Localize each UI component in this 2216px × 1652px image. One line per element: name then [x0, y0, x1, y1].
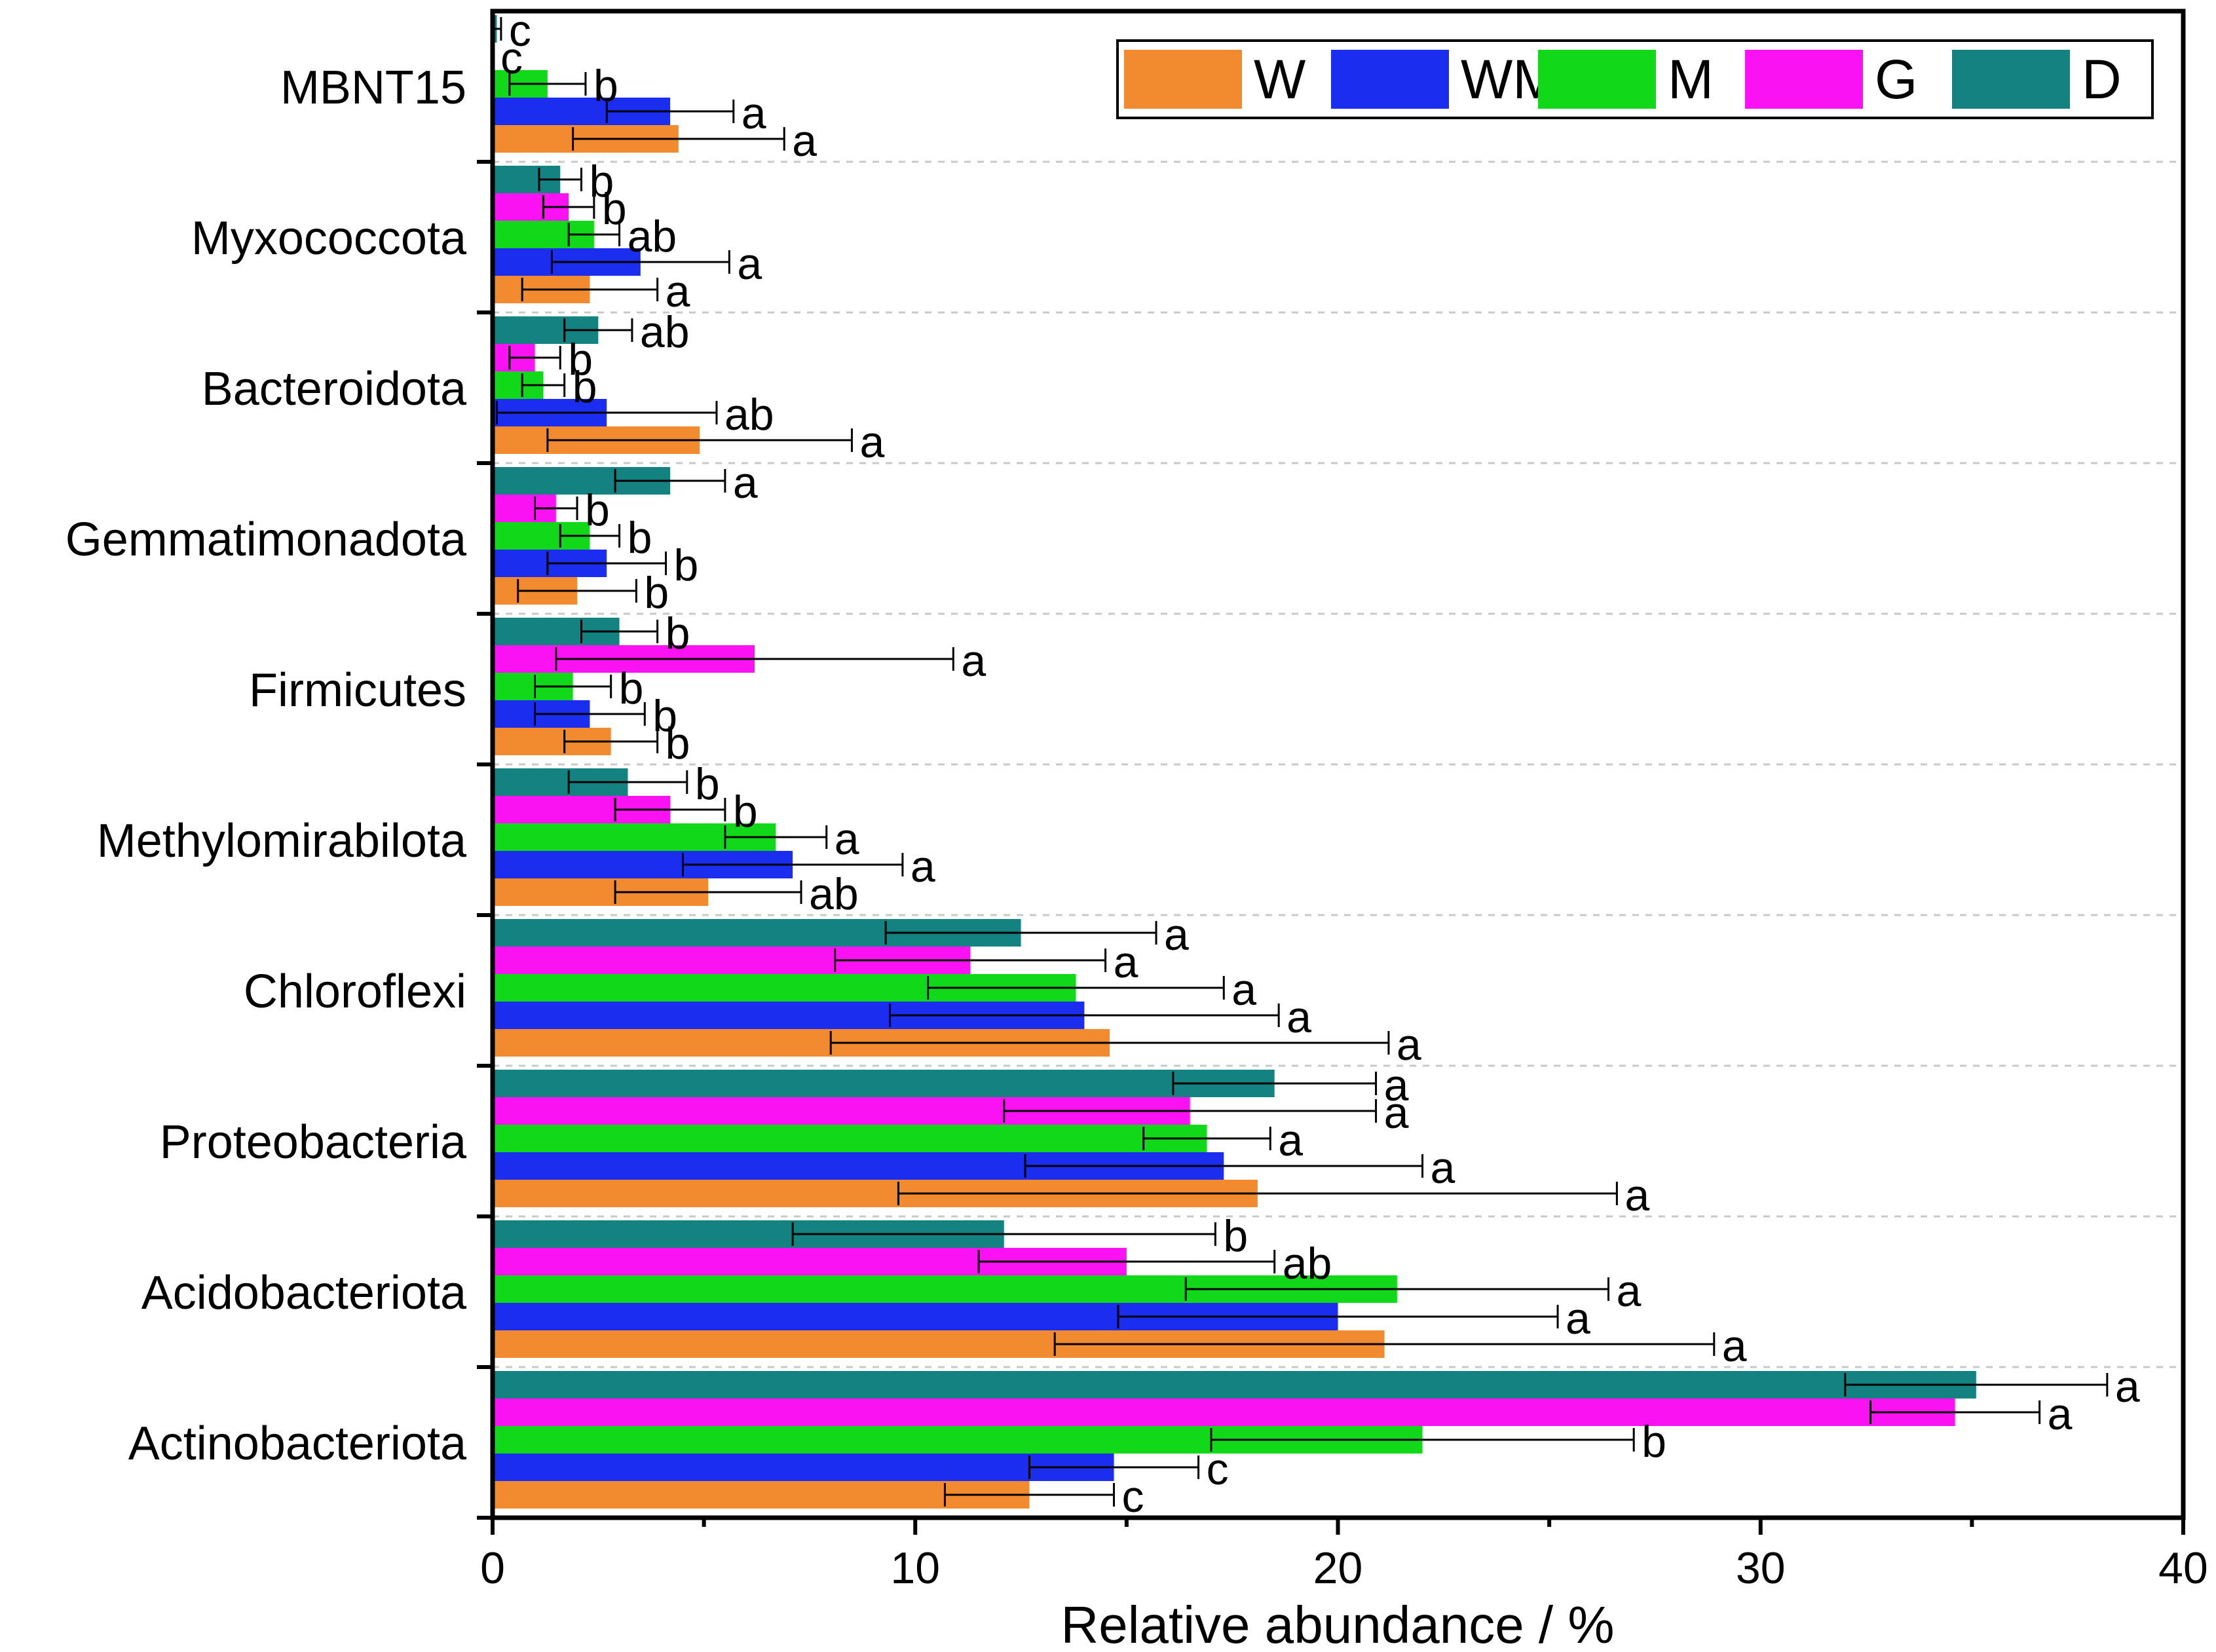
- significance-letter: ab: [809, 869, 859, 919]
- significance-letter: b: [590, 157, 614, 206]
- significance-letter: a: [2048, 1389, 2073, 1439]
- significance-letter: a: [1566, 1294, 1590, 1343]
- significance-letter: b: [1642, 1417, 1666, 1467]
- legend-swatch: [1538, 50, 1656, 109]
- significance-letter: b: [674, 540, 699, 590]
- legend-swatch: [1331, 50, 1449, 109]
- x-tick-label: 30: [1736, 1543, 1786, 1593]
- x-axis-title: Relative abundance / %: [1061, 1596, 1615, 1652]
- bar: [493, 1481, 1030, 1509]
- category-label: Bacteroidota: [202, 363, 467, 415]
- significance-letter: b: [695, 759, 720, 809]
- significance-letter: b: [1223, 1211, 1248, 1261]
- legend-swatch: [1124, 50, 1242, 109]
- significance-letter: a: [911, 842, 935, 892]
- significance-letter: a: [1616, 1266, 1641, 1316]
- category-label: Firmicutes: [249, 664, 466, 717]
- significance-letter: a: [1397, 1020, 1421, 1070]
- significance-letter: ab: [724, 390, 774, 440]
- significance-letter: b: [573, 362, 597, 412]
- significance-letter: b: [602, 184, 627, 234]
- significance-letter: c: [509, 6, 531, 56]
- significance-letter: a: [1114, 937, 1138, 987]
- significance-letter: a: [859, 417, 884, 467]
- significance-letter: b: [628, 513, 652, 563]
- category-label: Gemmatimonadota: [66, 514, 467, 566]
- category-labels: MBNT15 Myxococcota Bacteroidota Gemmatimona…: [66, 62, 467, 1470]
- significance-letter: a: [733, 458, 758, 508]
- category-label: Proteobacteria: [160, 1116, 467, 1169]
- significance-letter: a: [666, 267, 690, 316]
- legend-label: G: [1875, 48, 1917, 110]
- significance-letter: a: [835, 814, 859, 864]
- significance-letter: b: [593, 61, 618, 111]
- significance-letter: a: [2115, 1362, 2140, 1412]
- significance-letter: a: [1164, 910, 1189, 960]
- bar: [493, 1399, 1955, 1426]
- legend-swatch: [1952, 50, 2070, 109]
- legend-label: M: [1668, 48, 1714, 110]
- legend: W WM M G D: [1116, 39, 2154, 119]
- significance-letter: a: [1431, 1143, 1455, 1193]
- significance-letter: b: [644, 568, 669, 618]
- legend-label: D: [2082, 48, 2122, 110]
- bar: [493, 1454, 1114, 1481]
- error-bars: [491, 17, 2109, 1507]
- significance-letter: c: [500, 33, 523, 83]
- axis-ticks: 0 10 20 30 40: [477, 160, 2208, 1593]
- significance-letter: a: [1231, 965, 1256, 1015]
- significance-letter: a: [1384, 1061, 1409, 1110]
- significance-letter: b: [666, 609, 690, 658]
- significance-letter: b: [619, 664, 644, 713]
- significance-letter: a: [1278, 1116, 1303, 1165]
- x-tick-label: 10: [890, 1543, 940, 1593]
- significance-letter: a: [1722, 1321, 1747, 1371]
- x-tick-label: 0: [480, 1543, 505, 1593]
- bar: [493, 1125, 1207, 1152]
- significance-letter: a: [1286, 992, 1311, 1042]
- significance-letter: a: [742, 88, 766, 138]
- significance-letter: b: [666, 719, 690, 768]
- legend-swatch: [1745, 50, 1863, 109]
- category-label: Acidobacteriota: [141, 1267, 467, 1319]
- legend-label: W: [1254, 48, 1305, 110]
- significance-letter: b: [652, 691, 677, 741]
- significance-letter: c: [1207, 1444, 1229, 1494]
- significance-letter: ab: [628, 212, 677, 261]
- significance-letter: ab: [1283, 1239, 1332, 1288]
- x-tick-label: 40: [2158, 1543, 2208, 1593]
- significance-letters: aabccaaabbbaabbbabbbbbabbbababaabbaaaaaa…: [500, 6, 2140, 1522]
- bar: [493, 1070, 1275, 1097]
- category-label: MBNT15: [280, 62, 466, 114]
- category-label: Methylomirabilota: [97, 815, 467, 867]
- significance-letter: a: [1624, 1171, 1649, 1220]
- category-label: Chloroflexi: [244, 966, 466, 1018]
- category-label: Myxococcota: [191, 212, 467, 265]
- bar: [493, 1371, 1976, 1399]
- category-label: Actinobacteriota: [128, 1417, 467, 1470]
- significance-letter: b: [568, 335, 593, 385]
- significance-letter: c: [1122, 1472, 1144, 1522]
- x-tick-label: 20: [1313, 1543, 1363, 1593]
- significance-letter: a: [792, 116, 817, 166]
- significance-letter: a: [1384, 1088, 1409, 1138]
- significance-letter: b: [733, 787, 758, 836]
- significance-letter: ab: [640, 307, 690, 357]
- significance-letter: a: [737, 239, 762, 289]
- significance-letter: a: [961, 636, 986, 686]
- significance-letter: b: [585, 485, 610, 535]
